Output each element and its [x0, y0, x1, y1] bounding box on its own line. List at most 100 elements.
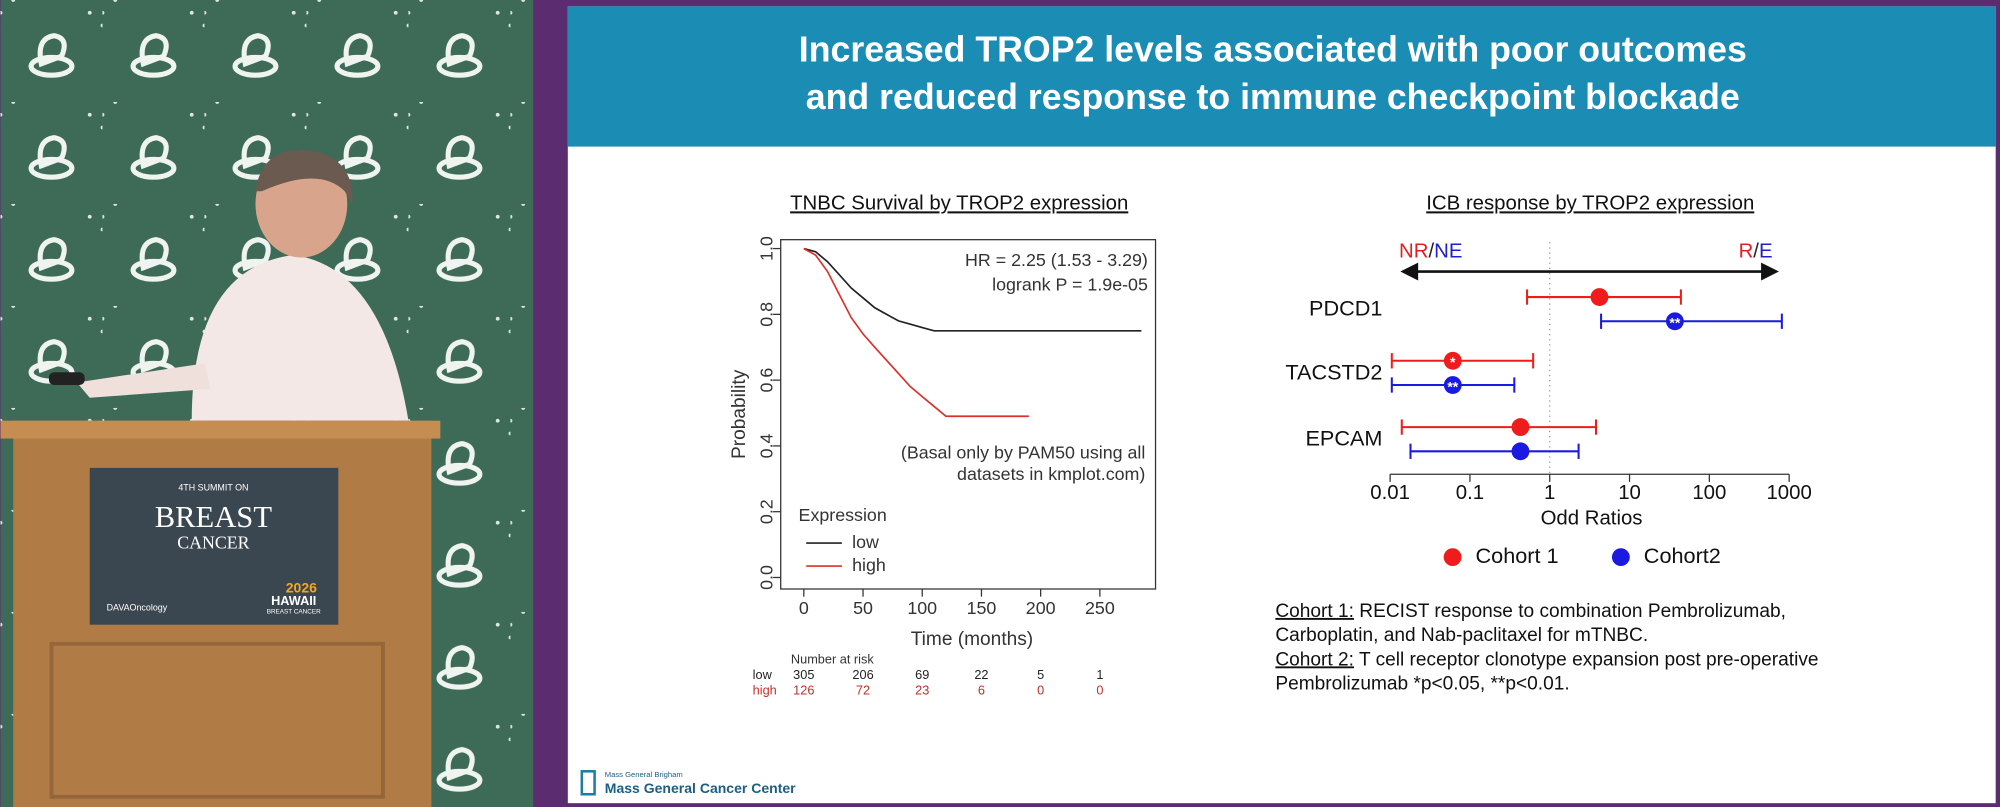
- note-text: Pembrolizumab *p<0.05, **p<0.01.: [1275, 674, 1569, 695]
- risk-value: 206: [852, 667, 873, 682]
- x-tick-label: 150: [967, 598, 997, 618]
- note-label: Cohort 2:: [1275, 649, 1354, 670]
- title-bar: [567, 6, 1996, 147]
- risk-row-label: high: [753, 682, 777, 697]
- note-line: Pembrolizumab *p<0.05, **p<0.01.: [1275, 674, 1569, 695]
- risk-value: 0: [1096, 682, 1103, 697]
- note-text: Carboplatin, and Nab-paclitaxel for mTNB…: [1275, 625, 1648, 646]
- risk-value: 69: [915, 667, 929, 682]
- x-axis-label: Time (months): [911, 629, 1033, 650]
- risk-value: 1: [1096, 667, 1103, 682]
- podium-panel: [49, 641, 385, 799]
- arrow-label-part: NR: [1399, 241, 1428, 263]
- risk-value: 5: [1037, 667, 1044, 682]
- x-tick-label: 50: [853, 598, 873, 618]
- arrow-label-part: /: [1428, 241, 1434, 263]
- risk-value: 72: [856, 682, 870, 697]
- risk-value: 6: [978, 682, 985, 697]
- speaker-hair: [255, 150, 353, 204]
- legend-label: Cohort 1: [1476, 543, 1559, 568]
- speaker-shirt: [191, 254, 409, 421]
- slide-title: and reduced response to immune checkpoin…: [806, 77, 1740, 117]
- arrow-label-part: E: [1759, 241, 1773, 263]
- legend-label: high: [852, 555, 886, 575]
- x-tick-label: 100: [907, 598, 937, 618]
- podium-text: BREAST: [155, 500, 273, 534]
- legend-title: Expression: [799, 505, 887, 525]
- x-tick-label: 10: [1618, 482, 1641, 504]
- arrow-label-part: /: [1753, 241, 1759, 263]
- risk-value: 0: [1037, 682, 1044, 697]
- significance-label: **: [1669, 315, 1680, 331]
- risk-value: 126: [793, 682, 814, 697]
- podium-text: CANCER: [177, 532, 249, 552]
- y-tick-label: 1.0: [757, 236, 777, 261]
- odds-point: [1511, 442, 1530, 461]
- y-axis-label: Probability: [729, 369, 750, 459]
- slide-title: Increased TROP2 levels associated with p…: [799, 30, 1747, 70]
- odds-point: [1511, 418, 1530, 437]
- x-tick-label: 100: [1692, 482, 1726, 504]
- legend-label: low: [852, 532, 879, 552]
- odds-point: [1443, 351, 1462, 370]
- x-tick-label: 0.1: [1456, 482, 1484, 504]
- arrow-label: R/E: [1739, 241, 1773, 263]
- x-tick-label: 250: [1085, 598, 1115, 618]
- odds-point: [1665, 312, 1684, 331]
- y-tick-label: 0.0: [757, 565, 777, 590]
- annotation: logrank P = 1.9e-05: [992, 274, 1148, 294]
- x-tick-label: 1: [1544, 482, 1555, 504]
- notes: Cohort 1: RECIST response to combination…: [1275, 601, 1818, 695]
- podium-sign: [89, 467, 339, 625]
- risk-row-label: low: [753, 667, 773, 682]
- x-tick-label: 200: [1026, 598, 1056, 618]
- odds-point: [1590, 288, 1609, 306]
- note-text: T cell receptor clonotype expansion post…: [1354, 649, 1819, 670]
- arrow-label-part: R: [1739, 241, 1754, 263]
- y-tick-label: 0.2: [757, 499, 777, 524]
- legend-marker: [1443, 548, 1462, 567]
- chart-title: TNBC Survival by TROP2 expression: [790, 192, 1128, 214]
- podium-text: 2026: [286, 580, 317, 596]
- footer-logo: [580, 770, 596, 796]
- risk-title: Number at risk: [791, 652, 874, 667]
- annotation: HR = 2.25 (1.53 - 3.29): [965, 250, 1148, 270]
- note-line: Carboplatin, and Nab-paclitaxel for mTNB…: [1275, 625, 1648, 646]
- clicker: [48, 372, 85, 386]
- note-line: Cohort 1: RECIST response to combination…: [1275, 601, 1786, 622]
- category-label: EPCAM: [1305, 426, 1382, 451]
- annotation: (Basal only by PAM50 using all: [901, 443, 1145, 463]
- legend-label: Cohort2: [1644, 543, 1721, 568]
- x-axis-label: Odd Ratios: [1541, 507, 1643, 529]
- arrow-label: NR/NE: [1399, 241, 1462, 263]
- arrow-head: [1761, 262, 1779, 281]
- footer-center: Mass General Cancer Center: [605, 780, 796, 796]
- annotation: datasets in kmplot.com): [957, 464, 1145, 484]
- risk-value: 22: [974, 667, 988, 682]
- plot-frame: [780, 239, 1157, 590]
- significance-label: **: [1447, 378, 1458, 394]
- podium-text: DAVAOncology: [107, 602, 168, 612]
- arrow-label-part: NE: [1434, 241, 1462, 263]
- y-tick-label: 0.8: [757, 302, 777, 327]
- significance-label: *: [1450, 354, 1456, 370]
- note-text: RECIST response to combination Pembroliz…: [1354, 601, 1786, 622]
- podium-text: HAWAII: [271, 593, 316, 608]
- survival-line: [803, 247, 1029, 418]
- category-label: TACSTD2: [1285, 359, 1382, 384]
- footer-org: Mass General Brigham: [605, 770, 683, 779]
- risk-value: 23: [915, 682, 929, 697]
- arrow-head: [1400, 262, 1419, 281]
- x-tick-label: 0.01: [1370, 482, 1410, 504]
- speaker-arm: [76, 363, 211, 398]
- risk-value: 305: [793, 667, 814, 682]
- podium-text: BREAST CANCER: [267, 609, 321, 616]
- category-label: PDCD1: [1309, 296, 1382, 321]
- x-tick-label: 0: [799, 598, 809, 618]
- chart-title: ICB response by TROP2 expression: [1426, 192, 1754, 214]
- note-label: Cohort 1:: [1275, 601, 1354, 622]
- y-tick-label: 0.4: [757, 433, 777, 458]
- odds-point: [1443, 376, 1462, 394]
